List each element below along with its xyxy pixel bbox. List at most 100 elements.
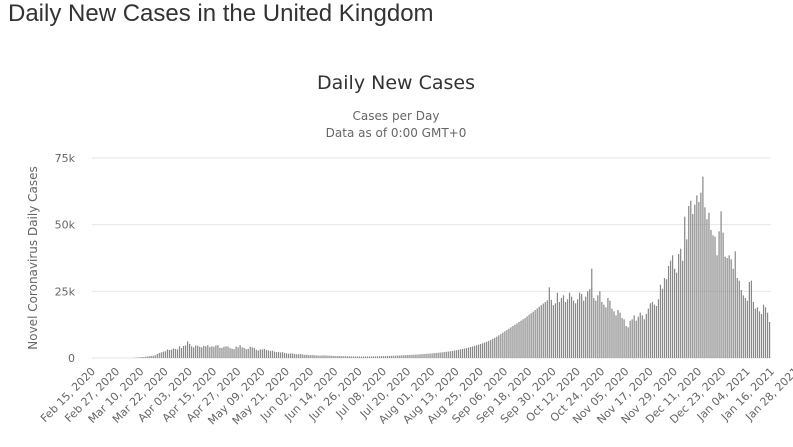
bar bbox=[193, 347, 195, 358]
bar bbox=[445, 351, 447, 358]
bar bbox=[275, 352, 278, 358]
bar bbox=[510, 327, 512, 358]
bar bbox=[168, 350, 171, 358]
chart-subtitle-line-1: Cases per Day bbox=[353, 109, 440, 123]
bar bbox=[516, 323, 518, 358]
bar bbox=[645, 314, 647, 358]
bar bbox=[540, 305, 542, 358]
bar bbox=[680, 248, 682, 358]
bar bbox=[467, 347, 470, 358]
bar bbox=[180, 348, 183, 358]
bar bbox=[441, 352, 443, 358]
bar bbox=[354, 356, 356, 358]
bar bbox=[247, 348, 249, 358]
bar bbox=[562, 295, 565, 358]
bar bbox=[659, 284, 662, 358]
bar bbox=[480, 343, 482, 358]
bar bbox=[550, 299, 552, 358]
bar bbox=[502, 332, 504, 358]
bar bbox=[671, 255, 674, 358]
bar bbox=[486, 341, 488, 358]
bar bbox=[423, 354, 425, 358]
bar bbox=[494, 337, 496, 358]
bar bbox=[292, 353, 294, 358]
bar bbox=[760, 314, 763, 358]
bar bbox=[524, 318, 526, 358]
bar bbox=[233, 349, 235, 358]
bar bbox=[496, 336, 498, 358]
bar bbox=[708, 212, 710, 358]
bar bbox=[639, 312, 641, 358]
bar bbox=[429, 353, 431, 358]
bar bbox=[433, 353, 435, 358]
bar bbox=[764, 307, 767, 358]
bar bbox=[239, 345, 241, 358]
bar bbox=[716, 255, 718, 358]
bar bbox=[560, 298, 563, 358]
bar bbox=[273, 351, 276, 358]
bar bbox=[162, 351, 164, 358]
bar bbox=[332, 355, 334, 358]
bar bbox=[736, 278, 738, 358]
bar bbox=[574, 303, 577, 358]
bar bbox=[358, 356, 360, 358]
bar bbox=[340, 356, 342, 358]
bar bbox=[399, 355, 401, 358]
bar bbox=[643, 319, 645, 358]
bar bbox=[302, 354, 304, 358]
bar bbox=[558, 302, 561, 358]
bar bbox=[722, 232, 724, 358]
bar bbox=[641, 315, 643, 358]
bar bbox=[718, 231, 720, 358]
bar bbox=[144, 356, 146, 358]
bar bbox=[213, 346, 215, 358]
bar bbox=[544, 302, 546, 358]
bar bbox=[421, 354, 423, 358]
bar bbox=[298, 354, 300, 358]
bar bbox=[617, 310, 619, 358]
bar bbox=[488, 340, 490, 358]
bar bbox=[336, 355, 338, 358]
bar bbox=[409, 354, 411, 358]
bar bbox=[762, 304, 765, 358]
bar bbox=[615, 315, 617, 358]
y-tick-label: 75k bbox=[55, 152, 76, 165]
bar bbox=[463, 348, 466, 358]
bar bbox=[269, 351, 272, 358]
bar bbox=[257, 350, 259, 358]
chart-title: Daily New Cases bbox=[317, 72, 475, 94]
bar bbox=[249, 346, 251, 358]
bar bbox=[619, 312, 621, 358]
bar bbox=[362, 356, 365, 358]
bar bbox=[704, 207, 706, 358]
bar bbox=[758, 311, 761, 358]
bar bbox=[581, 294, 583, 358]
bar bbox=[585, 296, 587, 358]
bar bbox=[752, 302, 755, 358]
bar bbox=[227, 346, 229, 358]
bar bbox=[348, 356, 350, 358]
bar bbox=[138, 357, 140, 358]
bar bbox=[310, 355, 312, 358]
bar bbox=[344, 356, 346, 358]
bar bbox=[366, 356, 369, 358]
bar bbox=[395, 355, 397, 358]
bar bbox=[389, 355, 391, 358]
bar bbox=[160, 352, 162, 358]
bar bbox=[538, 306, 540, 358]
bar bbox=[469, 347, 472, 358]
bar bbox=[512, 326, 514, 358]
bar bbox=[746, 300, 748, 358]
bar bbox=[724, 256, 726, 358]
bar bbox=[425, 353, 427, 358]
bar bbox=[316, 355, 318, 358]
bar bbox=[215, 345, 217, 358]
bar bbox=[199, 346, 201, 358]
y-tick-label: 25k bbox=[55, 285, 76, 298]
bar bbox=[599, 291, 601, 358]
bar bbox=[635, 320, 637, 358]
bar bbox=[655, 306, 658, 358]
bar bbox=[607, 298, 609, 358]
bar bbox=[657, 299, 660, 358]
